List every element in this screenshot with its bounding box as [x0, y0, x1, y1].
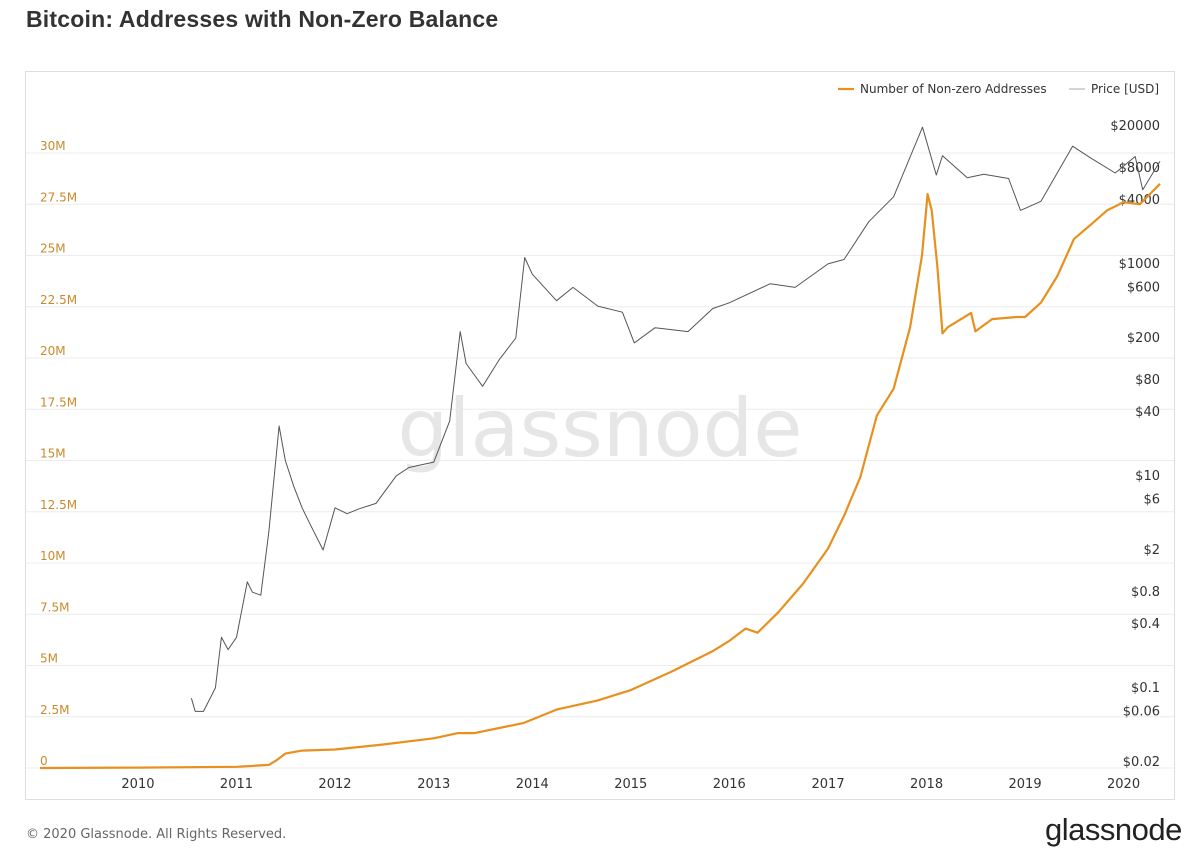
x-axis-tick-label: 2011 — [220, 777, 253, 792]
series — [39, 126, 1161, 770]
grid-lines — [26, 152, 1174, 769]
page-title: Bitcoin: Addresses with Non-Zero Balance — [26, 6, 499, 32]
right-axis-tick-label: $2 — [1143, 543, 1160, 558]
price-series-line[interactable] — [190, 126, 1161, 712]
left-axis-tick-label: 5M — [40, 652, 58, 666]
right-axis-tick-label: $4000 — [1119, 193, 1160, 208]
x-axis-tick-label: 2017 — [812, 777, 845, 792]
right-axis: $20000 $8000 $4000 $1000 $600 $200 $80 $40 $10 $6… — [1110, 119, 1160, 770]
left-axis-tick-label: 27.5M — [40, 190, 77, 204]
left-axis-tick-label: 7.5M — [40, 600, 69, 614]
right-axis-tick-label: $6 — [1143, 492, 1160, 507]
x-axis: 2010 2011 2012 2013 2014 2015 2016 2017 2018 2019… — [121, 777, 1140, 792]
watermark: glassnode — [397, 382, 802, 475]
right-axis-tick-label: $200 — [1127, 331, 1160, 346]
left-axis-tick-label: 15M — [40, 447, 66, 461]
right-axis-tick-label: $0.1 — [1131, 681, 1160, 696]
left-axis-tick-label: 10M — [40, 549, 66, 563]
x-axis-tick-label: 2016 — [713, 777, 746, 792]
right-axis-tick-label: $0.06 — [1123, 704, 1160, 719]
left-axis-tick-label: 2.5M — [40, 703, 69, 717]
x-axis-tick-label: 2010 — [121, 777, 154, 792]
right-axis-tick-label: $600 — [1127, 280, 1160, 295]
legend-item-price[interactable]: Price [USD] — [1091, 82, 1159, 96]
left-axis-tick-label: 25M — [40, 242, 66, 256]
left-axis-tick-label: 12.5M — [40, 498, 77, 512]
right-axis-tick-label: $0.4 — [1131, 617, 1160, 632]
legend-item-addresses[interactable]: Number of Non-zero Addresses — [860, 82, 1047, 96]
copyright-text: © 2020 Glassnode. All Rights Reserved. — [26, 827, 287, 842]
right-axis-tick-label: $1000 — [1119, 257, 1160, 272]
x-axis-tick-label: 2013 — [417, 777, 450, 792]
left-axis-tick-label: 0 — [40, 754, 48, 768]
x-axis-tick-label: 2012 — [318, 777, 351, 792]
right-axis-tick-label: $0.8 — [1131, 585, 1160, 600]
glassnode-logo[interactable]: glassnode — [1045, 812, 1182, 847]
left-axis-tick-label: 20M — [40, 344, 66, 358]
addresses-series-line[interactable] — [39, 183, 1161, 770]
x-axis-tick-label: 2019 — [1009, 777, 1042, 792]
x-axis-tick-label: 2014 — [516, 777, 549, 792]
x-axis-tick-label: 2020 — [1107, 777, 1140, 792]
left-axis-tick-label: 30M — [40, 139, 66, 153]
x-axis-tick-label: 2015 — [614, 777, 647, 792]
legend: Number of Non-zero Addresses Price [USD] — [838, 82, 1159, 96]
right-axis-tick-label: $20000 — [1110, 119, 1160, 134]
right-axis-tick-label: $80 — [1135, 373, 1160, 388]
left-axis-tick-label: 17.5M — [40, 395, 77, 409]
left-axis-tick-label: 22.5M — [40, 293, 77, 307]
left-axis: 0 2.5M 5M 7.5M 10M 12.5M 15M 17.5M 20M 22.5M 25M 27… — [40, 139, 77, 768]
right-axis-tick-label: $10 — [1135, 469, 1160, 484]
x-axis-tick-label: 2018 — [910, 777, 943, 792]
right-axis-tick-label: $40 — [1135, 405, 1160, 420]
right-axis-tick-label: $8000 — [1119, 161, 1160, 176]
right-axis-tick-label: $0.02 — [1123, 755, 1160, 770]
